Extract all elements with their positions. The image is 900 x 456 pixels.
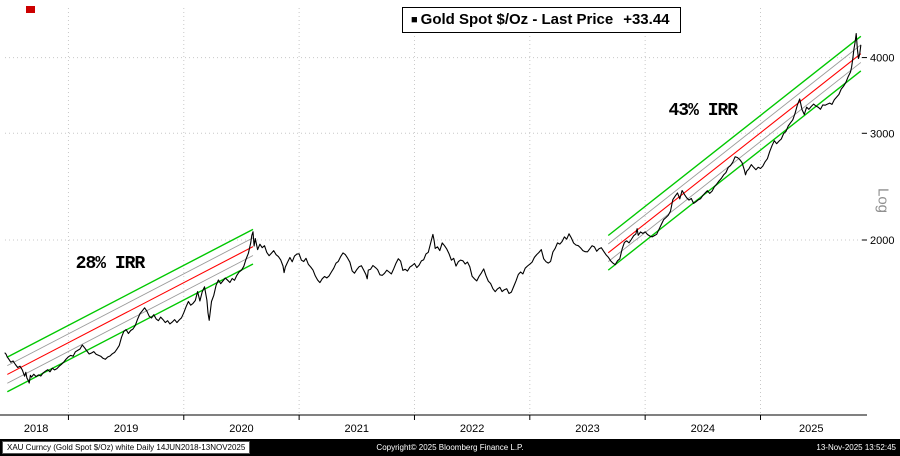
channel-inner-line: [607, 62, 862, 262]
channel-center-line: [7, 246, 254, 375]
x-axis-year-label: 2022: [460, 423, 484, 435]
x-axis-year-label: 2023: [575, 423, 599, 435]
series-marker-icon: ■: [411, 14, 418, 26]
x-axis-year-label: 2018: [24, 423, 48, 435]
channel-outer-line: [607, 70, 862, 271]
footer-timestamp: 13-Nov-2025 13:52:45: [816, 443, 896, 452]
legend[interactable]: ■ Gold Spot $/Oz - Last Price +33.44: [402, 7, 681, 33]
channel-outer-line: [6, 228, 254, 358]
legend-series-label: Gold Spot $/Oz - Last Price: [420, 11, 614, 28]
y-axis-label: 3000: [870, 128, 894, 140]
price-chart-plot-area[interactable]: 2000 3000 4000 2018 2019 2020 2021 2022 2023 2024…: [0, 0, 900, 440]
channel-center-line: [607, 53, 862, 254]
log-scale-label: Log: [874, 187, 892, 214]
red-flag-marker-icon: [26, 6, 35, 13]
x-axis-year-label: 2025: [799, 423, 823, 435]
y-axis-label: 4000: [870, 53, 894, 65]
legend-last-change: +33.44: [623, 11, 670, 28]
x-axis-year-label: 2021: [345, 423, 369, 435]
footer-bar: XAU Curncy (Gold Spot $/Oz) white Daily …: [0, 439, 900, 456]
channel-inner-line: [7, 237, 254, 367]
x-axis-year-label: 2020: [229, 423, 253, 435]
channel-inner-line: [7, 255, 254, 384]
channel-outer-line: [607, 35, 862, 237]
irr-annotation-2: 43% IRR: [668, 100, 739, 121]
x-axis-year-label: 2019: [114, 423, 138, 435]
channel-inner-line: [607, 44, 862, 245]
irr-annotation-1: 28% IRR: [75, 253, 146, 274]
y-axis-label: 2000: [870, 235, 894, 247]
footer-copyright: Copyright© 2025 Bloomberg Finance L.P.: [376, 443, 524, 452]
footer-security-description: XAU Curncy (Gold Spot $/Oz) white Daily …: [2, 441, 251, 454]
price-line: [4, 33, 862, 384]
x-axis-year-label: 2024: [691, 423, 715, 435]
